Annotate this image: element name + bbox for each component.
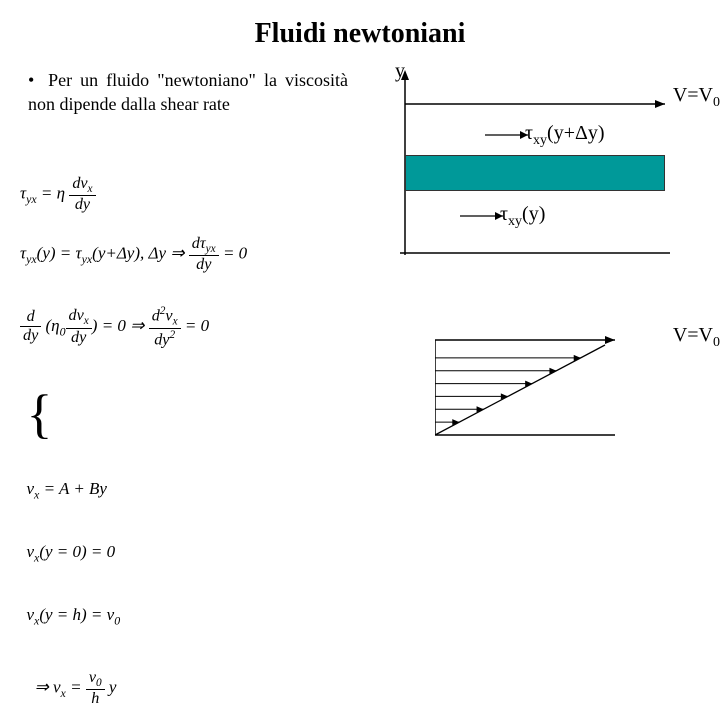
- tau-top-arrow: [480, 127, 535, 142]
- slab-bottom-line: [400, 250, 670, 256]
- diagram: y V=V0 τxy(y+Δy) τxy(y): [380, 60, 710, 520]
- v-label-profile: V=V0: [673, 324, 720, 351]
- tau-top-label: τxy(y+Δy): [525, 122, 605, 149]
- equation-2: τyx(y) = τyx(y+Δy), Δy ⇒ dτyxdy = 0: [20, 235, 247, 274]
- bullet-text: • Per un fluido "newtoniano" la viscosit…: [28, 68, 348, 117]
- bullet-content: Per un fluido "newtoniano" la viscosità …: [28, 70, 348, 114]
- tau-bottom-arrow: [455, 208, 510, 223]
- fluid-slab: [405, 155, 665, 191]
- equation-1: τyx = η dvxdy: [20, 175, 96, 214]
- top-plate: [405, 98, 685, 110]
- equation-3: ddy (η0dvxdy) = 0 ⇒ d2vxdy2 = 0: [20, 305, 209, 349]
- bullet-dot: •: [28, 68, 40, 92]
- equation-4: { vx = A + By vx(y = 0) = 0 vx(y = h) = …: [18, 370, 120, 708]
- v-label-top: V=V0: [673, 84, 720, 111]
- velocity-profile: [435, 335, 655, 445]
- page-title: Fluidi newtoniani: [0, 0, 720, 50]
